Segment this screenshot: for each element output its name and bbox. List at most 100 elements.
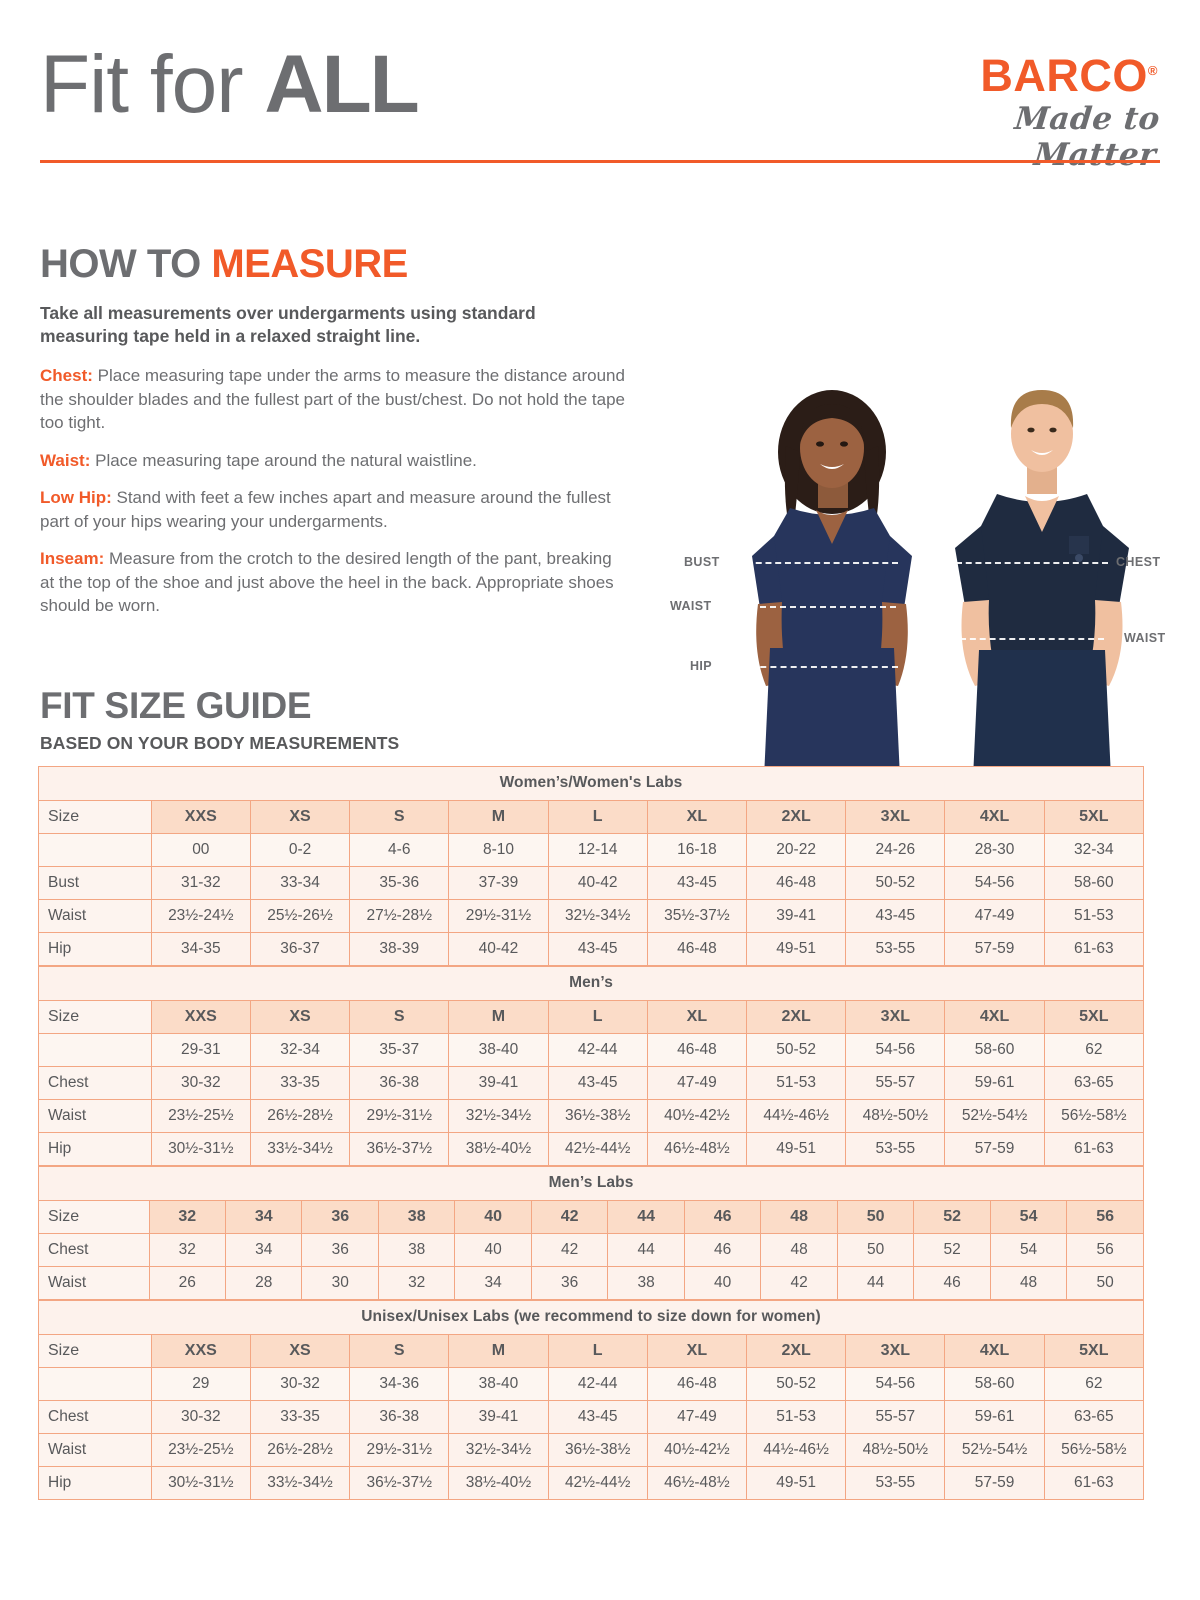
size-header-cell: 34	[224, 1200, 303, 1234]
size-header-cell: 54	[989, 1200, 1068, 1234]
measurement-row-label: Waist	[38, 1433, 152, 1467]
measurement-cell: 33½-34½	[249, 1132, 351, 1166]
measurement-cell: 51-53	[746, 1066, 847, 1100]
measurement-row-label: Waist	[38, 899, 152, 933]
measure-item-waist: Waist: Place measuring tape around the n…	[40, 449, 625, 473]
numeric-size-cell: 4-6	[349, 833, 450, 867]
chest-label: CHEST	[1116, 555, 1161, 569]
page-title-light: Fit for	[40, 39, 265, 130]
measurement-cell: 50	[836, 1233, 915, 1267]
measurement-cell: 39-41	[746, 899, 847, 933]
measurement-cell: 38	[377, 1233, 456, 1267]
measurement-cell: 46½-48½	[646, 1132, 748, 1166]
numeric-size-cell: 46-48	[646, 1033, 748, 1067]
measurement-cell: 42½-44½	[547, 1132, 648, 1166]
numeric-size-cell: 8-10	[448, 833, 549, 867]
size-table-2: Men’s Labs Size 32 34 36 38 40 42 44 46 48 50 52 54 56…	[38, 1166, 1144, 1300]
numeric-size-cell: 00	[150, 833, 251, 867]
measure-item-low-hip-label: Low Hip:	[40, 488, 112, 507]
measurement-row-label: Hip	[38, 1132, 152, 1166]
measurement-cell: 34-35	[150, 932, 251, 966]
measurement-row-label: Waist	[38, 1099, 152, 1133]
how-to-heading-plain: HOW TO	[40, 242, 212, 286]
numeric-size-cell: 16-18	[646, 833, 748, 867]
size-header-cell: XS	[249, 1334, 351, 1368]
size-header-cell: 46	[683, 1200, 762, 1234]
numeric-size-cell: 50-52	[746, 1033, 847, 1067]
measurement-cell: 63-65	[1043, 1066, 1145, 1100]
size-row-label: Size	[38, 1200, 150, 1234]
measurement-row-label: Chest	[38, 1400, 152, 1434]
numeric-size-cell: 0-2	[249, 833, 351, 867]
measurement-cell: 52	[913, 1233, 991, 1267]
size-header-cell: 2XL	[746, 1000, 847, 1034]
measurement-cell: 30	[301, 1266, 379, 1300]
measurement-cell: 52½-54½	[944, 1099, 1045, 1133]
table-row: Waist 26 28 30 32 34 36 38 40 42 44 46 48 50	[38, 1266, 1144, 1300]
header-divider	[40, 160, 1160, 163]
measurement-cell: 28	[224, 1266, 303, 1300]
measurement-cell: 63-65	[1043, 1400, 1145, 1434]
measurement-cell: 34	[454, 1266, 532, 1300]
measurement-cell: 43-45	[845, 899, 946, 933]
numeric-size-row: 29-31 32-34 35-37 38-40 42-44 46-48 50-52 54-56…	[38, 1033, 1145, 1067]
measurement-cell: 53-55	[845, 1466, 946, 1500]
table-row: Hip 34-35 36-37 38-39 40-42 43-45 46-48 49-51 53…	[38, 932, 1145, 966]
female-model-svg	[752, 390, 912, 778]
size-header-cell: S	[349, 800, 450, 834]
measurement-cell: 33-35	[249, 1400, 351, 1434]
size-header-cell: 32	[148, 1200, 226, 1234]
measurement-cell: 23½-25½	[150, 1433, 251, 1467]
numeric-size-cell: 62	[1043, 1033, 1145, 1067]
size-table-1: Men’s Size XXS XS S M L XL 2XL 3XL 4XL 5XL 29-31 32-3…	[38, 966, 1145, 1166]
measurement-cell: 48	[989, 1266, 1068, 1300]
table-band-title: Women’s/Women's Labs	[38, 766, 1144, 801]
numeric-size-cell: 29	[150, 1367, 251, 1401]
size-header-cell: 3XL	[845, 800, 946, 834]
numeric-size-cell: 32-34	[249, 1033, 351, 1067]
table-row: Hip 30½-31½ 33½-34½ 36½-37½ 38½-40½ 42½-44½ 46…	[38, 1466, 1145, 1500]
measurement-cell: 48½-50½	[845, 1433, 946, 1467]
numeric-size-cell: 12-14	[547, 833, 648, 867]
measurement-cell: 57-59	[944, 1466, 1045, 1500]
numeric-size-cell: 42-44	[547, 1033, 648, 1067]
measurement-cell: 55-57	[845, 1400, 946, 1434]
how-to-measure-section: HOW TO MEASURE Take all measurements ove…	[40, 242, 625, 632]
chest-measure-line	[956, 562, 1108, 564]
size-header-cell: XXS	[150, 1334, 251, 1368]
size-header-cell: M	[448, 1000, 549, 1034]
measurement-cell: 43-45	[547, 1066, 648, 1100]
measure-intro-text: Take all measurements over undergarments…	[40, 303, 536, 346]
numeric-row-label	[38, 1033, 152, 1067]
page-title: Fit for ALL	[40, 39, 420, 130]
numeric-size-cell: 28-30	[944, 833, 1045, 867]
measurement-cell: 49-51	[746, 1132, 847, 1166]
measurement-cell: 53-55	[845, 1132, 946, 1166]
measurement-row-label: Chest	[38, 1233, 150, 1267]
measurement-cell: 43-45	[646, 866, 748, 900]
table-band-title: Men’s	[38, 966, 1144, 1001]
measure-item-inseam-label: Inseam:	[40, 549, 105, 568]
numeric-size-cell: 29-31	[150, 1033, 251, 1067]
measurement-cell: 37-39	[448, 866, 549, 900]
size-header-cell: L	[547, 1334, 648, 1368]
measurement-cell: 29½-31½	[349, 1099, 450, 1133]
size-header-cell: 38	[377, 1200, 456, 1234]
measure-item-low-hip: Low Hip: Stand with feet a few inches ap…	[40, 486, 625, 533]
size-header-cell: 44	[607, 1200, 685, 1234]
measurement-cell: 40½-42½	[646, 1099, 748, 1133]
measurement-cell: 44	[607, 1233, 685, 1267]
bust-measure-line	[746, 562, 898, 564]
numeric-size-cell: 34-36	[349, 1367, 450, 1401]
measurement-cell: 44½-46½	[746, 1099, 847, 1133]
measurement-cell: 29½-31½	[349, 1433, 450, 1467]
brand-name: BARCO®	[980, 48, 1158, 99]
measurement-cell: 43-45	[547, 932, 648, 966]
size-table-0: Women’s/Women's Labs Size XXS XS S M L XL 2XL 3XL…	[38, 766, 1145, 966]
measurement-row-label: Bust	[38, 866, 152, 900]
male-model-svg	[955, 390, 1129, 778]
table-band-row: Unisex/Unisex Labs (we recommend to size…	[38, 1300, 1144, 1335]
size-header-cell: 50	[836, 1200, 915, 1234]
measurement-cell: 29½-31½	[448, 899, 549, 933]
numeric-row-label	[38, 1367, 152, 1401]
